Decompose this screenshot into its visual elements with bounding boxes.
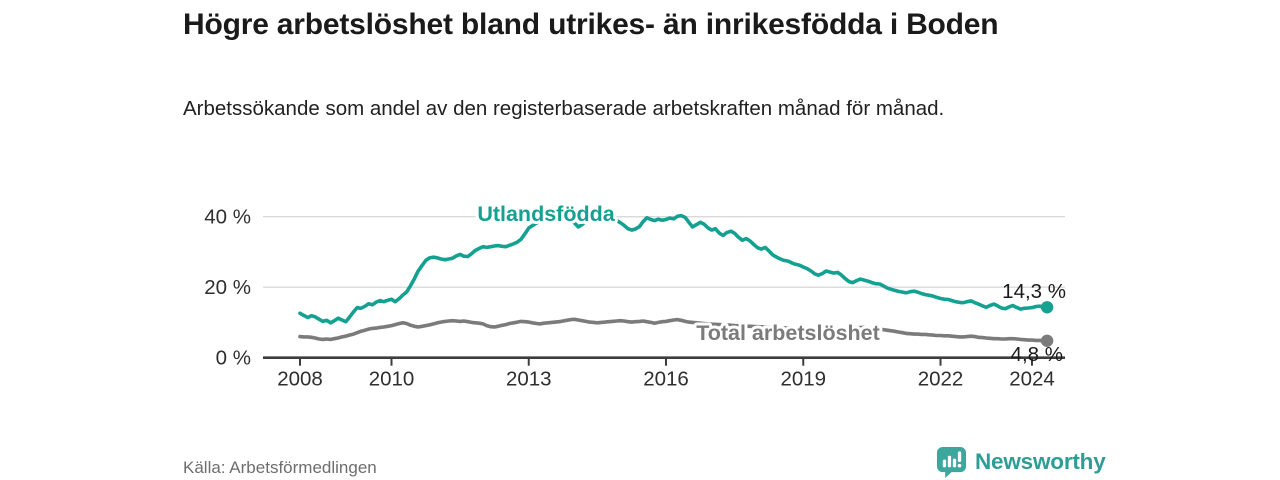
series-line-utlandsf-dda bbox=[298, 213, 1049, 325]
x-tick-label: 2008 bbox=[277, 368, 323, 391]
series-end-dot bbox=[1040, 301, 1054, 314]
y-tick-label: 40 % bbox=[204, 206, 251, 229]
series-end-value: 4,8 % bbox=[1011, 343, 1063, 366]
x-tick-label: 2022 bbox=[918, 368, 964, 391]
y-tick-label: 20 % bbox=[204, 276, 251, 299]
chart-subtitle: Arbetssökande som andel av den registerb… bbox=[183, 97, 945, 120]
newsworthy-logo: Newsworthy bbox=[936, 446, 1106, 478]
x-tick-label: 2016 bbox=[643, 368, 689, 391]
bar-chart-speech-bubble-icon bbox=[936, 446, 967, 478]
series-label: Total arbetslöshet bbox=[696, 321, 880, 345]
x-tick-label: 2010 bbox=[369, 368, 415, 391]
x-tick-label: 2013 bbox=[506, 368, 552, 391]
y-tick-label: 0 % bbox=[216, 347, 251, 370]
brand-name: Newsworthy bbox=[975, 449, 1106, 474]
series-end-dot bbox=[1040, 334, 1054, 347]
x-tick-label: 2024 bbox=[1009, 368, 1055, 391]
series-label: Utlandsfödda bbox=[477, 202, 615, 226]
source-note: Källa: Arbetsförmedlingen bbox=[183, 458, 377, 477]
page-title: Högre arbetslöshet bland utrikes- än inr… bbox=[183, 8, 999, 41]
series-end-value: 14,3 % bbox=[1002, 280, 1066, 303]
x-tick-label: 2019 bbox=[780, 368, 826, 391]
series-line-total-arbetsl-shet bbox=[298, 317, 1049, 343]
